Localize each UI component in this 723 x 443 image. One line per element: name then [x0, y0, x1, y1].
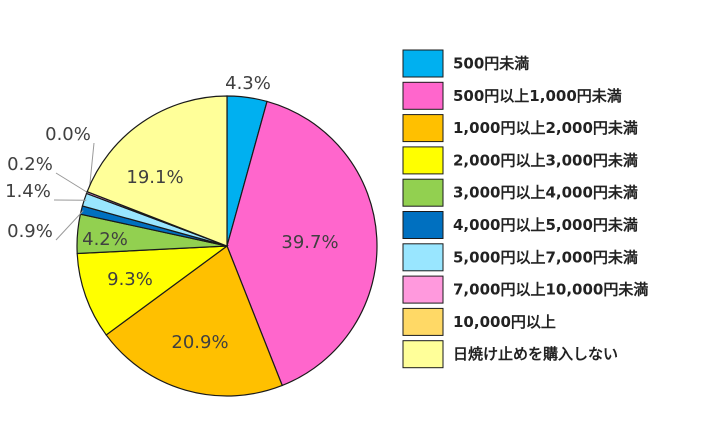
legend-label: 日焼け止めを購入しない: [453, 345, 618, 363]
legend-swatch: [402, 81, 444, 110]
leader-line: [55, 172, 89, 194]
value-label: 0.9%: [7, 221, 53, 242]
legend-swatch: [402, 146, 444, 175]
value-label: 4.2%: [82, 229, 128, 250]
value-label: 20.9%: [171, 332, 228, 353]
value-label: 19.1%: [126, 167, 183, 188]
legend-swatch: [402, 307, 444, 336]
legend-swatch: [402, 114, 444, 143]
pie-slice: [76, 245, 229, 336]
legend-swatch: [402, 243, 444, 272]
pie-slice: [105, 245, 283, 397]
pie-slice: [86, 95, 228, 247]
legend-label: 2,000円以上3,000円未満: [453, 151, 638, 169]
legend-label: 10,000円以上: [453, 313, 556, 331]
legend-label: 1,000円以上2,000円未満: [453, 119, 638, 137]
legend-swatch: [402, 340, 444, 369]
legend-label: 500円未満: [453, 55, 529, 73]
pie-slice: [226, 100, 378, 387]
legend-swatch: [402, 275, 444, 304]
value-label: 4.3%: [225, 73, 271, 94]
value-label: 39.7%: [281, 232, 338, 253]
legend-swatch: [402, 178, 444, 207]
legend-swatch: [402, 49, 444, 78]
value-label: 1.4%: [5, 181, 51, 202]
value-label: 9.3%: [107, 269, 153, 290]
legend-label: 5,000円以上7,000円未満: [453, 248, 638, 266]
legend-label: 4,000円以上5,000円未満: [453, 216, 638, 234]
legend-label: 3,000円以上4,000円未満: [453, 184, 638, 202]
value-label: 0.2%: [7, 154, 53, 175]
legend-label: 500円以上1,000円未満: [453, 87, 622, 105]
leader-line: [55, 210, 84, 241]
legend-swatch: [402, 211, 444, 239]
value-label: 0.0%: [45, 124, 91, 145]
legend-label: 7,000円以上10,000円未満: [453, 281, 648, 299]
